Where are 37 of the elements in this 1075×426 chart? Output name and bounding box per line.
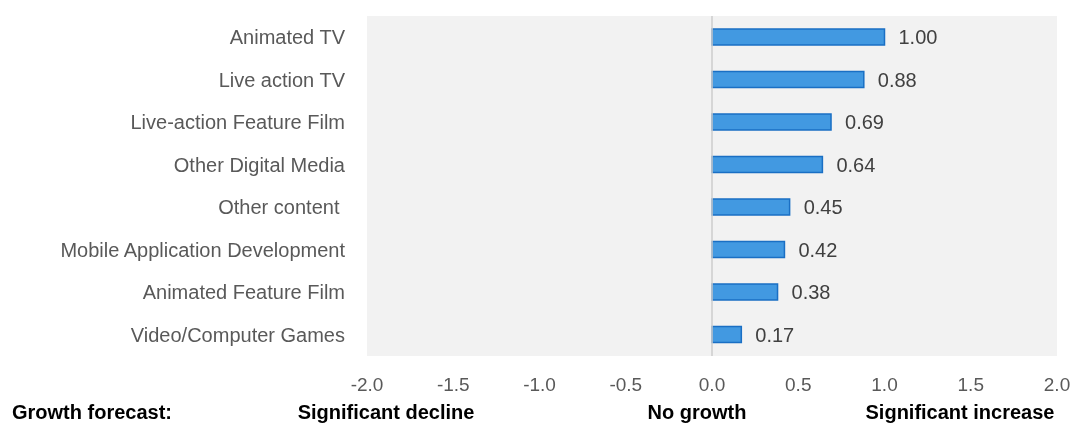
data-label: 0.64 <box>836 153 876 176</box>
y-tick-label: Other content <box>218 196 345 219</box>
data-label: 0.69 <box>845 111 884 134</box>
x-tick-label: -0.5 <box>609 374 643 396</box>
x-tick-label: 1.5 <box>957 374 984 396</box>
data-label: 1.00 <box>898 26 938 49</box>
data-label: 0.45 <box>803 196 843 219</box>
x-tick-label: -1.5 <box>436 374 470 396</box>
x-tick-label: 2.0 <box>1043 374 1071 396</box>
y-tick-label: Animated TV <box>229 26 346 49</box>
x-tick-label: 0.5 <box>785 374 812 396</box>
bar <box>711 155 824 174</box>
data-label: 0.17 <box>755 323 795 346</box>
x-tick-label: -1.0 <box>523 374 556 396</box>
bar <box>711 28 886 46</box>
y-tick-label: Animated Feature Film <box>142 281 345 304</box>
y-tick-label: Other Digital Media <box>173 153 346 176</box>
data-label: 0.88 <box>877 68 917 91</box>
bar <box>711 198 791 216</box>
bar <box>711 283 779 301</box>
text: Growth forecast: <box>12 400 173 424</box>
bar <box>711 70 865 89</box>
x-tick-label: 0.0 <box>698 374 726 396</box>
y-tick-label: Live-action Feature Film <box>130 111 345 134</box>
data-label: 0.42 <box>798 238 838 261</box>
y-tick-label: Live action TV <box>218 68 346 91</box>
bar <box>711 240 786 259</box>
x-tick-label: -2.0 <box>350 374 384 396</box>
data-label: 0.38 <box>791 281 831 304</box>
text: No growth <box>647 400 747 424</box>
text: Significant decline <box>297 400 475 424</box>
bar <box>711 113 832 131</box>
y-tick-label: Mobile Application Development <box>60 238 346 261</box>
x-tick-label: 1.0 <box>871 374 898 396</box>
bar <box>711 325 743 344</box>
y-tick-label: Video/Computer Games <box>130 323 345 346</box>
text: Significant increase <box>865 400 1055 424</box>
